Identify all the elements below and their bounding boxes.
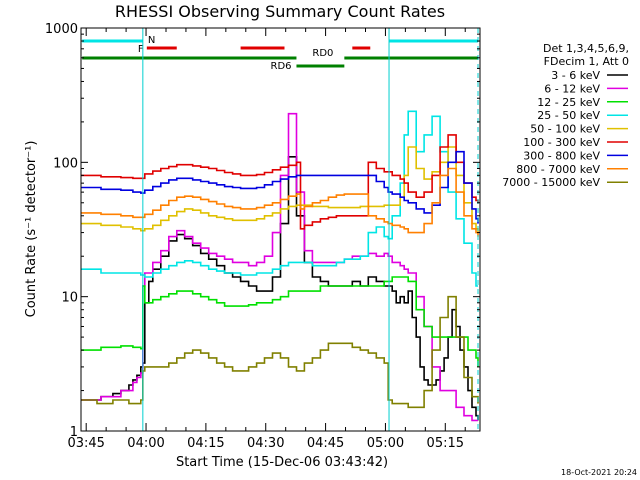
y-tick-label: 1 — [70, 425, 78, 440]
plot-area — [80, 27, 481, 432]
x-axis: 03:45 04:00 04:15 04:30 04:45 05:00 05:15 — [67, 28, 466, 451]
legend-label-0: 3 - 6 keV — [551, 69, 600, 82]
x-tick-label: 05:15 — [427, 436, 464, 451]
legend-label-4: 50 - 100 keV — [530, 123, 600, 136]
x-tick-label: 03:45 — [67, 436, 104, 451]
legend-label-5: 100 - 300 keV — [523, 136, 600, 149]
x-tick-label: 05:00 — [367, 436, 404, 451]
timestamp: 18-Oct-2021 20:24 — [561, 468, 637, 477]
x-tick-label: 04:00 — [127, 436, 164, 451]
plot-frame — [80, 27, 481, 432]
chart-title: RHESSI Observing Summary Count Rates — [115, 2, 445, 21]
y-tick-label: 100 — [53, 156, 78, 171]
x-axis-label: Start Time (15-Dec-06 03:43:42) — [176, 455, 388, 470]
legend-label-6: 300 - 800 keV — [523, 149, 600, 162]
flag-label-rd0: RD0 — [312, 48, 333, 59]
series-line-4 — [81, 146, 479, 233]
flag-bars: NF RD0 RD6 — [82, 35, 479, 72]
series-line-5 — [81, 134, 479, 230]
series-line-0 — [81, 156, 479, 421]
series-line-7 — [81, 167, 479, 237]
legend-header-line-1: Det 1,3,4,5,6,9, — [543, 42, 629, 55]
y-tick-label: 10 — [61, 291, 78, 306]
legend: Det 1,3,4,5,6,9, FDecim 1, Att 0 3 - 6 k… — [502, 42, 629, 189]
legend-label-7: 800 - 7000 keV — [516, 163, 600, 176]
flag-label-n: N — [148, 35, 155, 46]
series-line-8 — [81, 295, 479, 409]
y-axis: 1 10 100 1000 — [45, 22, 480, 440]
series-line-2 — [81, 276, 479, 367]
legend-label-2: 12 - 25 keV — [537, 96, 600, 109]
x-tick-label: 04:30 — [247, 436, 284, 451]
flag-label-rd6: RD6 — [271, 61, 292, 72]
flag-label-f: F — [138, 44, 144, 55]
series-line-1 — [81, 112, 478, 422]
series-line-3 — [81, 110, 478, 287]
y-tick-label: 1000 — [45, 22, 78, 37]
legend-label-8: 7000 - 15000 keV — [502, 176, 600, 189]
legend-label-1: 6 - 12 keV — [544, 82, 600, 95]
legend-header-line-2: FDecim 1, Att 0 — [544, 55, 629, 68]
legend-label-3: 25 - 50 keV — [537, 109, 600, 122]
x-tick-label: 04:15 — [187, 436, 224, 451]
y-axis-label: Count Rate (s⁻¹ detector⁻¹) — [24, 141, 39, 318]
x-tick-label: 04:45 — [307, 436, 344, 451]
